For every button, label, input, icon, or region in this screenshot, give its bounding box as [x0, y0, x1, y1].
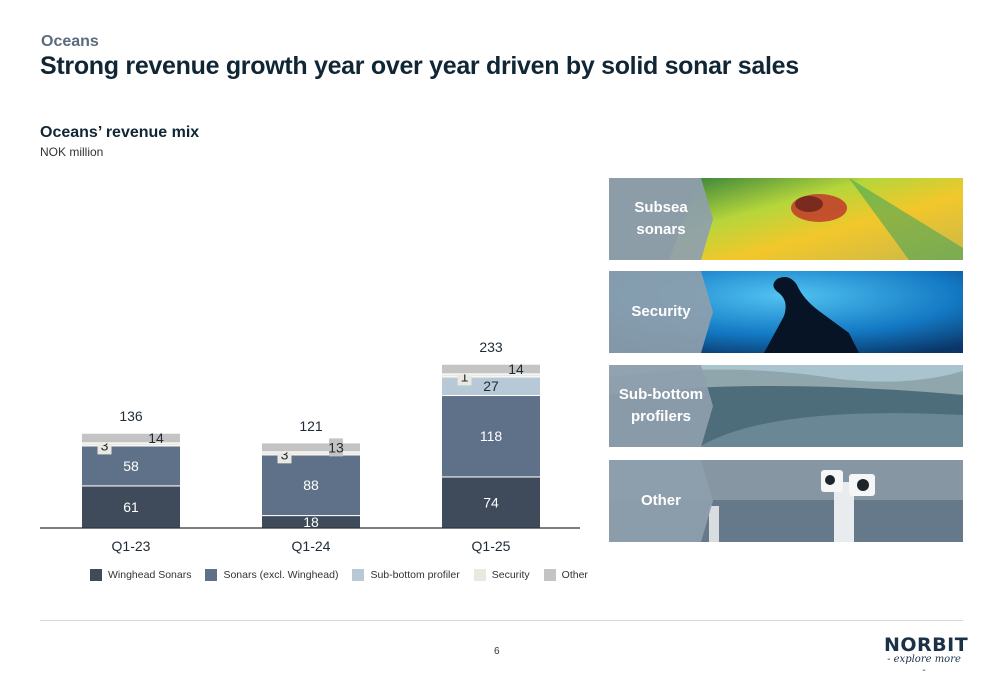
panel-label-background [609, 178, 713, 260]
data-label: 27 [483, 378, 499, 394]
logo-tagline: - explore more - [887, 654, 961, 676]
page-title: Strong revenue growth year over year dri… [40, 52, 799, 80]
bar-segment [441, 363, 541, 375]
category-label: Q1-25 [472, 538, 511, 554]
bar-total-label: 121 [299, 418, 323, 434]
data-label: 3 [101, 437, 109, 453]
page-number: 6 [494, 646, 500, 657]
bar-total-label: 136 [119, 408, 143, 424]
data-label: 58 [123, 458, 139, 474]
legend-label: Sonars (excl. Winghead) [223, 569, 339, 581]
legend-swatch [205, 569, 218, 581]
panel-sub-bottom-profilers: Sub-bottom profilers [609, 365, 963, 447]
data-label: 1 [461, 368, 469, 384]
data-label: 118 [480, 428, 503, 444]
data-label: 14 [148, 430, 164, 446]
logo-text: NORBIT [884, 634, 969, 656]
legend-item: Other [543, 569, 588, 581]
legend-swatch [473, 569, 486, 581]
panel-label-background [609, 271, 713, 353]
bar-segment [81, 485, 181, 529]
data-label: 61 [123, 499, 139, 515]
data-label: 74 [483, 494, 499, 510]
legend-swatch [543, 569, 556, 581]
panel-label-other: Other [640, 492, 681, 510]
legend-label: Security [491, 569, 530, 581]
bar-total-label: 233 [479, 339, 503, 355]
panel-other: Other [609, 460, 963, 542]
revenue-mix-chart: 61 58 3 14 136 Q1-23 18 88 3 13 121 Q1-24 74 118 27 1 14… [40, 339, 580, 554]
category-label: Q1-24 [292, 538, 331, 554]
panel-label-subsea-sonars: Subsea sonars [634, 199, 688, 238]
legend-item: Sonars (excl. Winghead) [205, 569, 338, 581]
bar-segment [81, 432, 181, 444]
panel-subsea-sonars: Subsea sonars [609, 178, 963, 260]
panel-label-background [609, 460, 713, 542]
panel-label-sub-bottom-profilers: Sub-bottom profilers [618, 386, 704, 425]
data-label-box [329, 438, 343, 457]
legend-label: Sub-bottom profiler [370, 569, 460, 581]
bar-segment [441, 476, 541, 529]
legend-swatch [352, 569, 365, 581]
legend-item: Security [473, 569, 530, 581]
legend-label: Other [561, 569, 588, 581]
data-label: 14 [508, 361, 524, 377]
legend-swatch [90, 569, 102, 581]
data-label: 88 [303, 477, 319, 493]
chart-unit: NOK million [40, 145, 104, 159]
data-label: 13 [328, 439, 344, 455]
chart-legend: Winghead Sonars Sonars (excl. Winghead) Su… [90, 569, 588, 581]
bar-segment [261, 442, 361, 453]
footer-divider [40, 620, 963, 621]
chart-title: Oceans’ revenue mix [40, 124, 200, 141]
legend-item: Sub-bottom profiler [352, 569, 460, 581]
category-label: Q1-23 [112, 538, 151, 554]
panel-label-security: Security [631, 303, 691, 321]
data-label: 18 [303, 514, 319, 530]
legend-label: Winghead Sonars [108, 569, 192, 581]
bar-segment [261, 454, 361, 517]
norbit-logo: NORBIT - explore more - [884, 634, 969, 676]
bar-segment [441, 395, 541, 478]
section-kicker: Oceans [41, 33, 99, 50]
legend-item: Winghead Sonars [90, 569, 191, 581]
data-label: 3 [281, 446, 289, 462]
panel-label-background [609, 365, 713, 447]
panel-security: Security [609, 271, 963, 353]
